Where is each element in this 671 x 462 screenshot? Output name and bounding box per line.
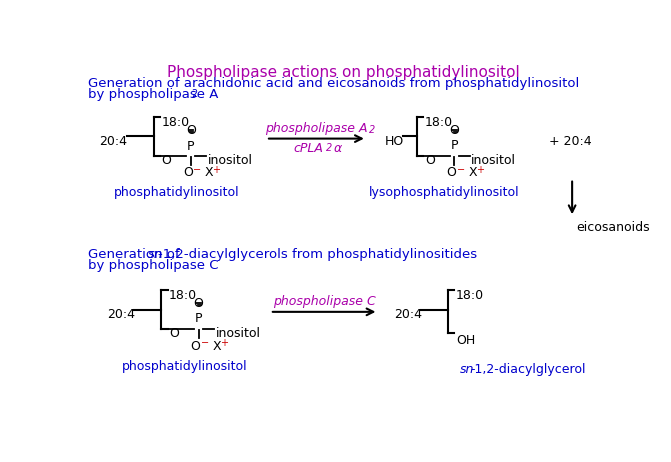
Text: +: + bbox=[213, 165, 221, 175]
Text: 18:0: 18:0 bbox=[169, 289, 197, 302]
Text: Generation of arachidonic acid and eicosanoids from phosphatidylinositol: Generation of arachidonic acid and eicos… bbox=[88, 77, 579, 90]
Text: 18:0: 18:0 bbox=[425, 116, 453, 128]
Text: phosphatidylinositol: phosphatidylinositol bbox=[114, 186, 240, 199]
Text: sn: sn bbox=[460, 364, 474, 377]
Text: O: O bbox=[161, 154, 171, 167]
Text: O: O bbox=[183, 166, 193, 179]
Text: eicosanoids: eicosanoids bbox=[576, 221, 650, 234]
Text: 18:0: 18:0 bbox=[161, 116, 189, 128]
Text: inositol: inositol bbox=[215, 327, 260, 340]
Text: O: O bbox=[425, 154, 435, 167]
Text: + 20:4: + 20:4 bbox=[549, 135, 592, 148]
Text: phosphatidylinositol: phosphatidylinositol bbox=[122, 359, 248, 372]
Text: O: O bbox=[191, 340, 201, 353]
Text: by phospholipase A: by phospholipase A bbox=[88, 88, 218, 101]
Text: X: X bbox=[213, 340, 221, 353]
Text: 18:0: 18:0 bbox=[456, 289, 484, 302]
Text: P: P bbox=[195, 312, 203, 325]
Text: OH: OH bbox=[456, 334, 475, 347]
Text: phospholipase C: phospholipase C bbox=[272, 295, 376, 308]
Text: 20:4: 20:4 bbox=[394, 308, 422, 321]
Text: cPLA: cPLA bbox=[294, 142, 323, 155]
Text: 2: 2 bbox=[369, 125, 375, 135]
Text: +: + bbox=[476, 165, 484, 175]
Text: −: − bbox=[193, 165, 201, 175]
Text: sn: sn bbox=[148, 248, 162, 261]
Text: X: X bbox=[205, 166, 213, 179]
Text: −: − bbox=[457, 165, 465, 175]
Text: O: O bbox=[169, 327, 179, 340]
Text: +: + bbox=[220, 338, 228, 348]
Text: 2: 2 bbox=[327, 143, 333, 153]
Text: O: O bbox=[186, 124, 196, 137]
Text: 20:4: 20:4 bbox=[99, 135, 127, 148]
Text: −: − bbox=[201, 338, 209, 348]
Text: O: O bbox=[450, 124, 459, 137]
Text: -1,2-diacylglycerol: -1,2-diacylglycerol bbox=[470, 364, 586, 377]
Text: Phospholipase actions on phosphatidylinositol: Phospholipase actions on phosphatidylino… bbox=[167, 66, 520, 80]
Text: HO: HO bbox=[384, 135, 404, 148]
Text: inositol: inositol bbox=[471, 154, 517, 167]
Text: inositol: inositol bbox=[208, 154, 253, 167]
Text: -1,2-diacylglycerols from phosphatidylinositides: -1,2-diacylglycerols from phosphatidylin… bbox=[158, 248, 477, 261]
Text: phospholipase A: phospholipase A bbox=[265, 122, 368, 135]
Text: 2: 2 bbox=[192, 89, 198, 99]
Text: Generation of: Generation of bbox=[88, 248, 184, 261]
Text: α: α bbox=[333, 142, 342, 155]
Text: X: X bbox=[468, 166, 477, 179]
Text: O: O bbox=[446, 166, 456, 179]
Text: P: P bbox=[450, 139, 458, 152]
Text: 20:4: 20:4 bbox=[107, 308, 135, 321]
Text: lysophosphatidylinositol: lysophosphatidylinositol bbox=[369, 186, 519, 199]
Text: P: P bbox=[187, 140, 195, 153]
Text: by phospholipase C: by phospholipase C bbox=[88, 259, 218, 272]
Text: O: O bbox=[194, 297, 203, 310]
